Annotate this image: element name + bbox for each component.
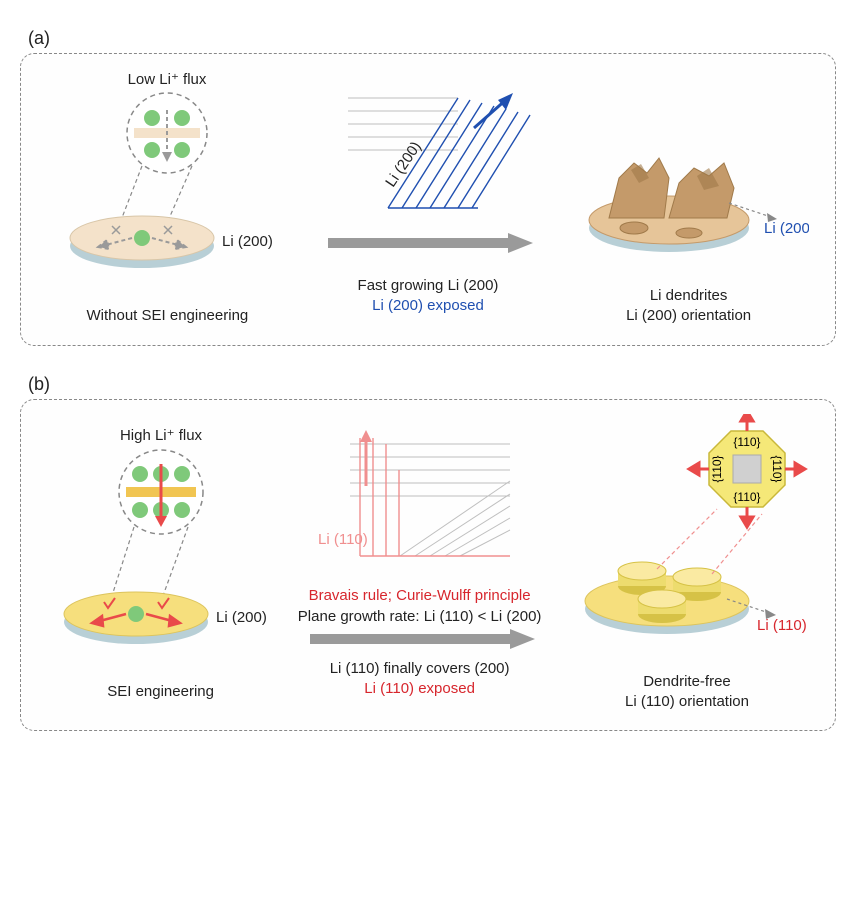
- big-arrow-a: [328, 233, 533, 253]
- svg-text:{110}: {110}: [710, 455, 724, 482]
- panel-b-label: (b): [28, 374, 836, 395]
- svg-text:{110}: {110}: [733, 435, 760, 449]
- panel-a-mid-svg: Li (200): [318, 78, 538, 268]
- right-li110-label: Li (110): [757, 617, 807, 634]
- panel-a: Low Li⁺ flux: [20, 53, 836, 346]
- panel-a-mid-caption: Fast growing Li (200) Li (200) exposed: [358, 276, 499, 317]
- ion: [174, 110, 190, 126]
- panel-b-mid-caption: Li (110) finally covers (200) Li (110) e…: [330, 659, 510, 700]
- panel-b-mid-svg: Li (110): [300, 426, 540, 586]
- ion: [174, 142, 190, 158]
- svg-text:{110}: {110}: [770, 455, 784, 482]
- right-li200-label: Li (200): [764, 220, 809, 237]
- low-li-flux-label: Low Li⁺ flux: [128, 71, 207, 88]
- panel-a-right-caption: Li dendrites Li (200) orientation: [626, 286, 751, 327]
- high-li-flux-label: High Li⁺ flux: [120, 427, 203, 444]
- ion: [144, 142, 160, 158]
- panel-b-left-caption: SEI engineering: [107, 682, 214, 702]
- rule-text: Bravais rule; Curie-Wulff principle Plan…: [298, 586, 542, 627]
- facet-octagon: {110} {110} {110} {110}: [689, 414, 805, 527]
- ion: [144, 110, 160, 126]
- panel-b-right-caption: Dendrite-free Li (110) orientation: [625, 672, 749, 713]
- panel-a-left-svg: Low Li⁺ flux: [52, 68, 282, 298]
- panel-a-label: (a): [28, 28, 836, 49]
- panel-b: High Li⁺ flux: [20, 399, 836, 732]
- li110-rotated-label: Li (110): [318, 531, 368, 548]
- panel-b-left-svg: High Li⁺ flux: [46, 424, 276, 674]
- svg-text:{110}: {110}: [733, 490, 760, 504]
- panel-a-left-caption: Without SEI engineering: [86, 306, 248, 326]
- center-ion-a: [134, 230, 150, 246]
- panel-b-right-svg: {110} {110} {110} {110}: [557, 414, 817, 664]
- disc-label-a: Li (200): [222, 233, 273, 250]
- disc-label-b: Li (200): [216, 609, 267, 626]
- big-arrow-b: [300, 627, 540, 651]
- panel-a-right-svg: Li (200): [569, 68, 809, 278]
